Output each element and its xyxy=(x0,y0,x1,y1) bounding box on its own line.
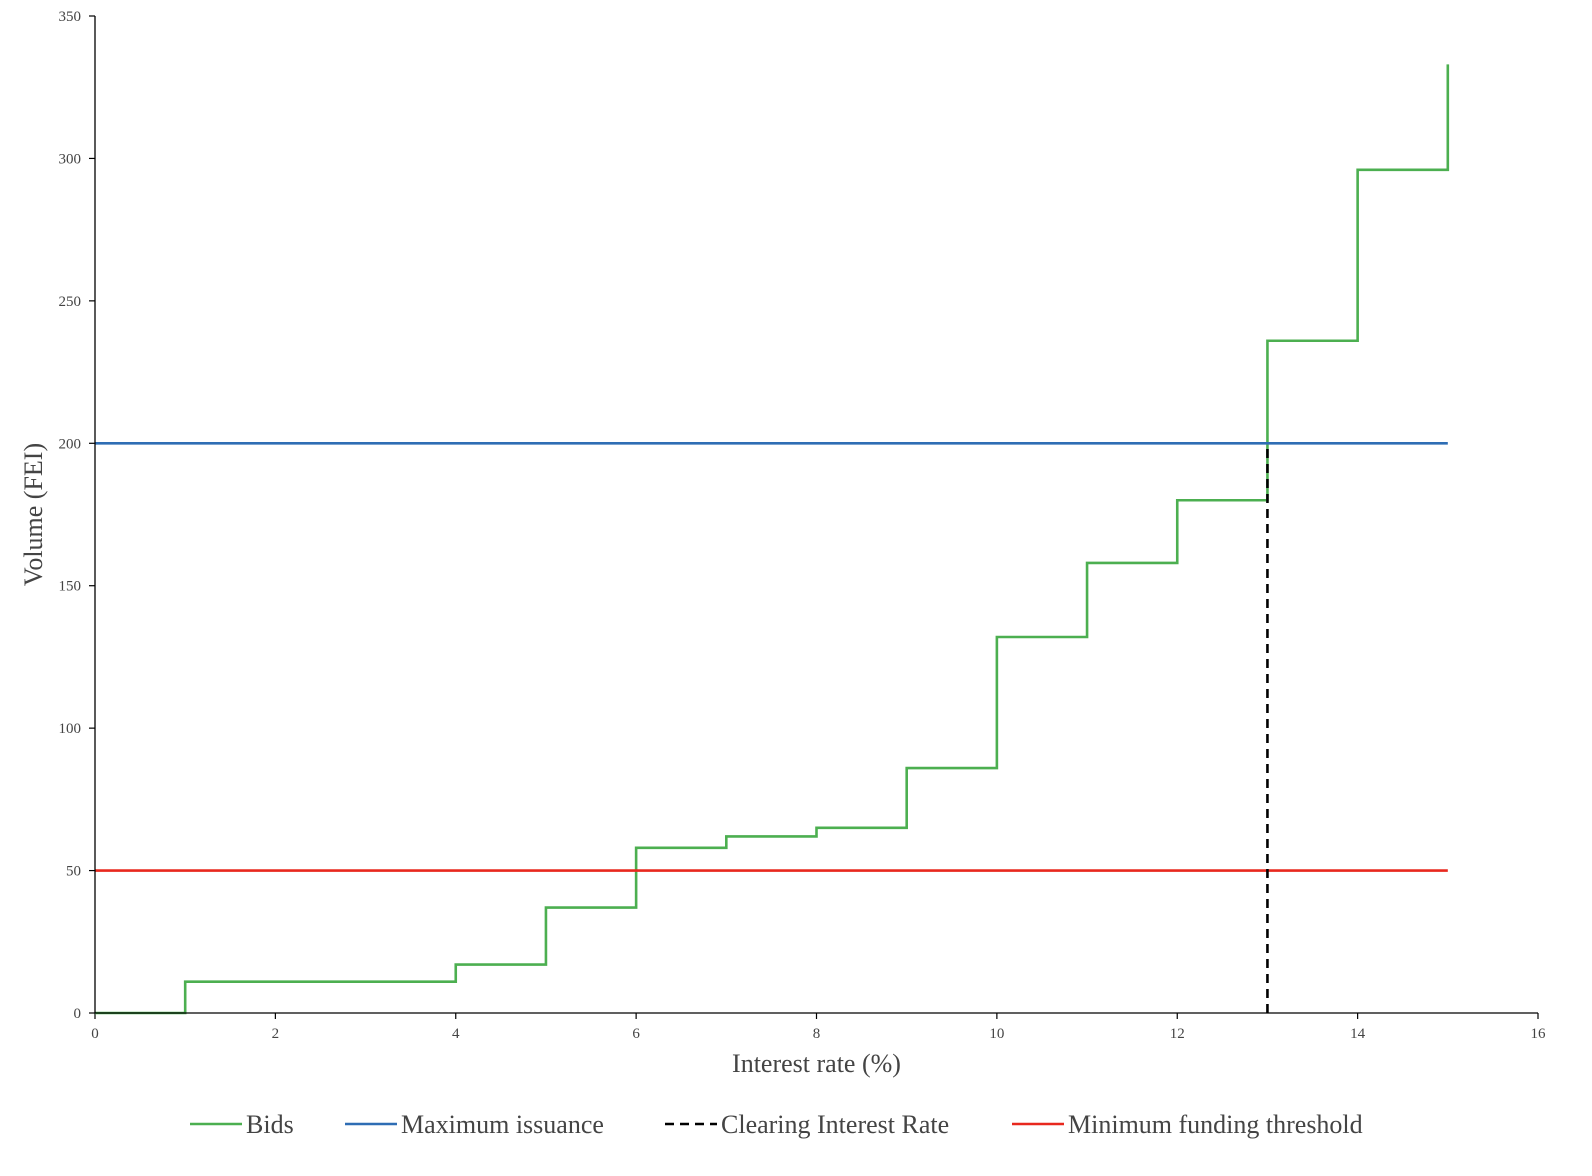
y-tick-label: 150 xyxy=(59,579,82,595)
y-tick-label: 0 xyxy=(74,1006,82,1022)
y-tick-label: 250 xyxy=(59,294,82,310)
y-tick-label: 200 xyxy=(59,436,82,452)
x-tick-label: 14 xyxy=(1350,1026,1366,1042)
x-tick-label: 0 xyxy=(91,1026,99,1042)
x-tick-label: 16 xyxy=(1531,1026,1547,1042)
x-tick-label: 8 xyxy=(813,1026,821,1042)
series-bids xyxy=(95,64,1450,1015)
x-axis-title: Interest rate (%) xyxy=(732,1049,901,1078)
y-tick-label: 350 xyxy=(59,9,82,25)
legend-label: Maximum issuance xyxy=(401,1110,604,1139)
x-tick-label: 12 xyxy=(1170,1026,1185,1042)
y-tick-label: 50 xyxy=(66,864,81,880)
x-tick-label: 6 xyxy=(632,1026,640,1042)
x-tick-label: 10 xyxy=(989,1026,1004,1042)
y-tick-label: 100 xyxy=(59,721,82,737)
y-tick-label: 300 xyxy=(59,151,82,167)
legend-label: Clearing Interest Rate xyxy=(721,1110,949,1139)
y-axis-title: Volume (FEI) xyxy=(19,443,48,586)
plot-area xyxy=(95,64,1450,1015)
legend: Bids Maximum issuance Clearing Interest Ra… xyxy=(190,1110,1363,1139)
x-tick-label: 4 xyxy=(452,1026,460,1042)
legend-label: Bids xyxy=(246,1110,294,1139)
legend-label: Minimum funding threshold xyxy=(1068,1110,1363,1139)
y-axis-ticks: 0 50 100 150 200 250 300 350 xyxy=(59,9,95,1022)
x-axis-ticks: 0 2 4 6 8 10 12 14 16 xyxy=(91,1013,1546,1042)
x-tick-label: 2 xyxy=(272,1026,280,1042)
